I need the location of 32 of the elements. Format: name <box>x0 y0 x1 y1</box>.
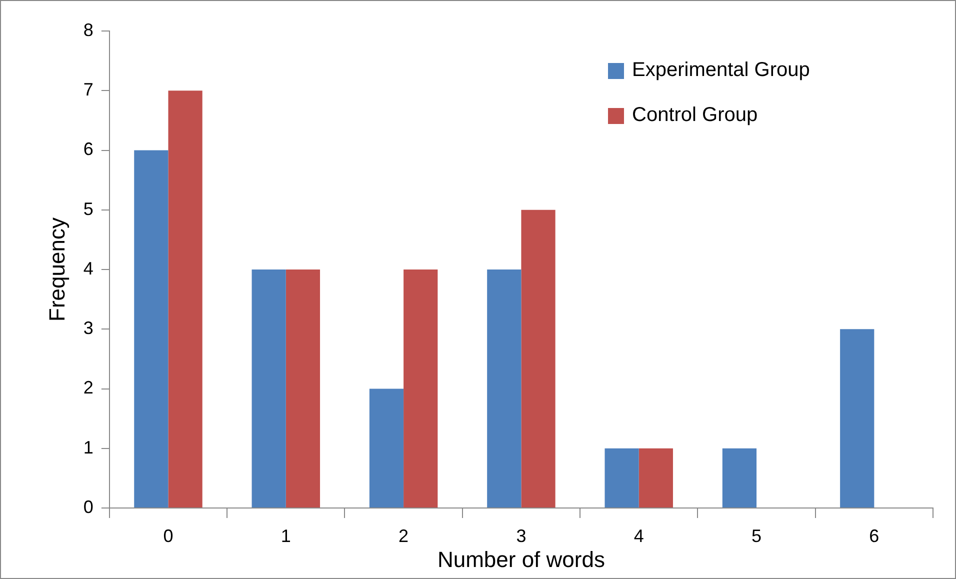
bar <box>286 270 320 508</box>
x-tick-label: 2 <box>398 526 409 546</box>
y-tick-label: 6 <box>83 139 94 160</box>
y-tick-label: 0 <box>83 496 94 517</box>
x-axis-title: Number of words <box>437 546 605 572</box>
bar <box>369 388 404 508</box>
bar <box>404 270 438 508</box>
y-tick-label: 4 <box>83 258 94 278</box>
y-tick-label: 2 <box>83 378 94 398</box>
x-tick-label: 0 <box>163 526 174 546</box>
x-tick-label: 1 <box>280 526 291 546</box>
bar <box>521 210 556 508</box>
y-tick-label: 1 <box>83 437 94 458</box>
x-tick-label: 5 <box>752 526 762 546</box>
y-axis-title: Frequency <box>44 218 70 322</box>
x-tick-label: 6 <box>869 526 880 546</box>
y-tick-label: 8 <box>83 20 94 40</box>
x-tick-label: 4 <box>634 526 644 546</box>
y-tick-label: 7 <box>83 80 94 100</box>
x-tick-label: 3 <box>516 526 526 546</box>
bar <box>604 448 639 508</box>
y-tick-label: 3 <box>83 318 94 338</box>
bar <box>722 448 757 508</box>
legend-label: Control Group <box>632 104 758 127</box>
bar <box>134 150 168 508</box>
bar <box>840 329 874 508</box>
y-tick-label: 5 <box>83 198 94 219</box>
bar <box>487 270 522 508</box>
bar <box>638 448 673 508</box>
bar <box>168 90 202 508</box>
bar <box>252 270 286 508</box>
legend-label: Experimental Group <box>632 59 810 82</box>
